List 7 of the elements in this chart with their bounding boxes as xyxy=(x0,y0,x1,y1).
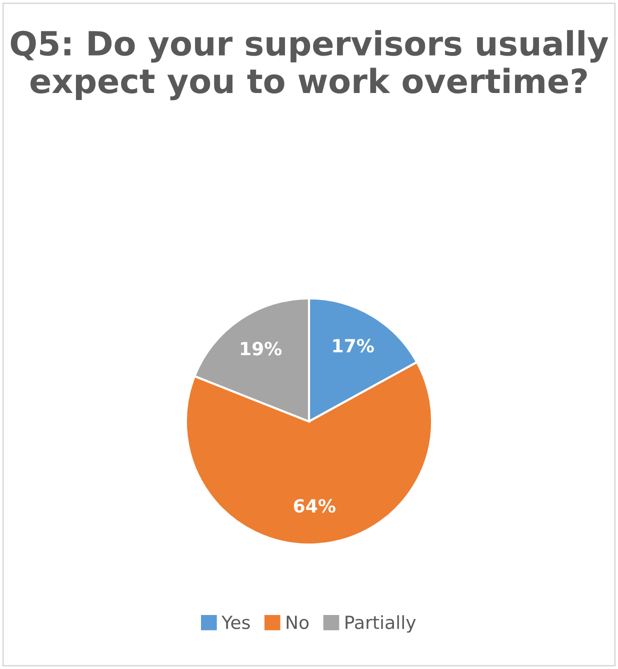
legend-label: Yes xyxy=(222,616,250,630)
legend-label: No xyxy=(286,616,309,630)
data-label: 19% xyxy=(240,342,282,356)
chart-title: Q5: Do your supervisors usually expect you to work overtime? xyxy=(10,30,608,100)
data-label: 64% xyxy=(294,499,336,513)
legend-label: Partially xyxy=(346,615,416,633)
data-label: 17% xyxy=(333,338,374,353)
